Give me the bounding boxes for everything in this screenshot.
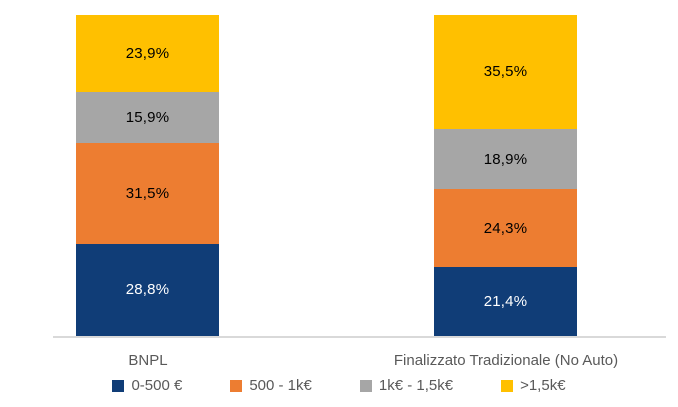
segment-0-500: 28,8% xyxy=(76,243,219,336)
segment-0-500: 21,4% xyxy=(434,267,577,336)
segment-1k-1-5k: 15,9% xyxy=(76,91,219,143)
data-label: 24,3% xyxy=(483,219,528,237)
data-label: 31,5% xyxy=(125,184,170,202)
segment-1k-1-5k: 18,9% xyxy=(434,128,577,190)
bar-bnpl: 23,9% 15,9% 31,5% 28,8% xyxy=(76,15,219,336)
x-axis-line xyxy=(53,336,666,338)
category-label-bnpl: BNPL xyxy=(128,352,168,369)
legend-label: 1k€ - 1,5k€ xyxy=(378,377,454,394)
category-label-finalizzato-tradizionale: Finalizzato Tradizionale (No Auto) xyxy=(393,352,619,369)
legend-item-500-1k: 500 - 1k€ xyxy=(230,378,312,393)
data-label: 28,8% xyxy=(125,281,170,299)
legend-item-0-500: 0-500 € xyxy=(112,378,182,393)
legend-label: 0-500 € xyxy=(131,377,183,394)
data-label: 21,4% xyxy=(483,293,528,311)
segment-500-1k: 24,3% xyxy=(434,189,577,268)
data-label: 15,9% xyxy=(125,108,170,126)
data-label: 18,9% xyxy=(483,150,528,168)
data-label: 23,9% xyxy=(125,44,170,62)
legend-item-1-5k: >1,5k€ xyxy=(501,377,566,394)
legend-swatch-icon xyxy=(501,379,514,392)
legend-swatch-icon xyxy=(112,379,125,392)
legend-label: 500 - 1k€ xyxy=(249,377,312,394)
segment-1-5k: 23,9% xyxy=(76,15,219,92)
data-label: 35,5% xyxy=(483,63,528,81)
legend-item-1k-1-5k: 1k€ - 1,5k€ xyxy=(359,377,454,394)
legend-swatch-icon xyxy=(230,379,243,392)
bar-finalizzato-tradizionale: 35,5% 18,9% 24,3% 21,4% xyxy=(434,15,577,336)
legend: 0-500 € 500 - 1k€ 1k€ - 1,5k€ >1,5k€ xyxy=(0,378,678,393)
legend-swatch-icon xyxy=(359,379,372,392)
legend-label: >1,5k€ xyxy=(520,377,566,394)
segment-500-1k: 31,5% xyxy=(76,142,219,244)
segment-1-5k: 35,5% xyxy=(434,15,577,129)
